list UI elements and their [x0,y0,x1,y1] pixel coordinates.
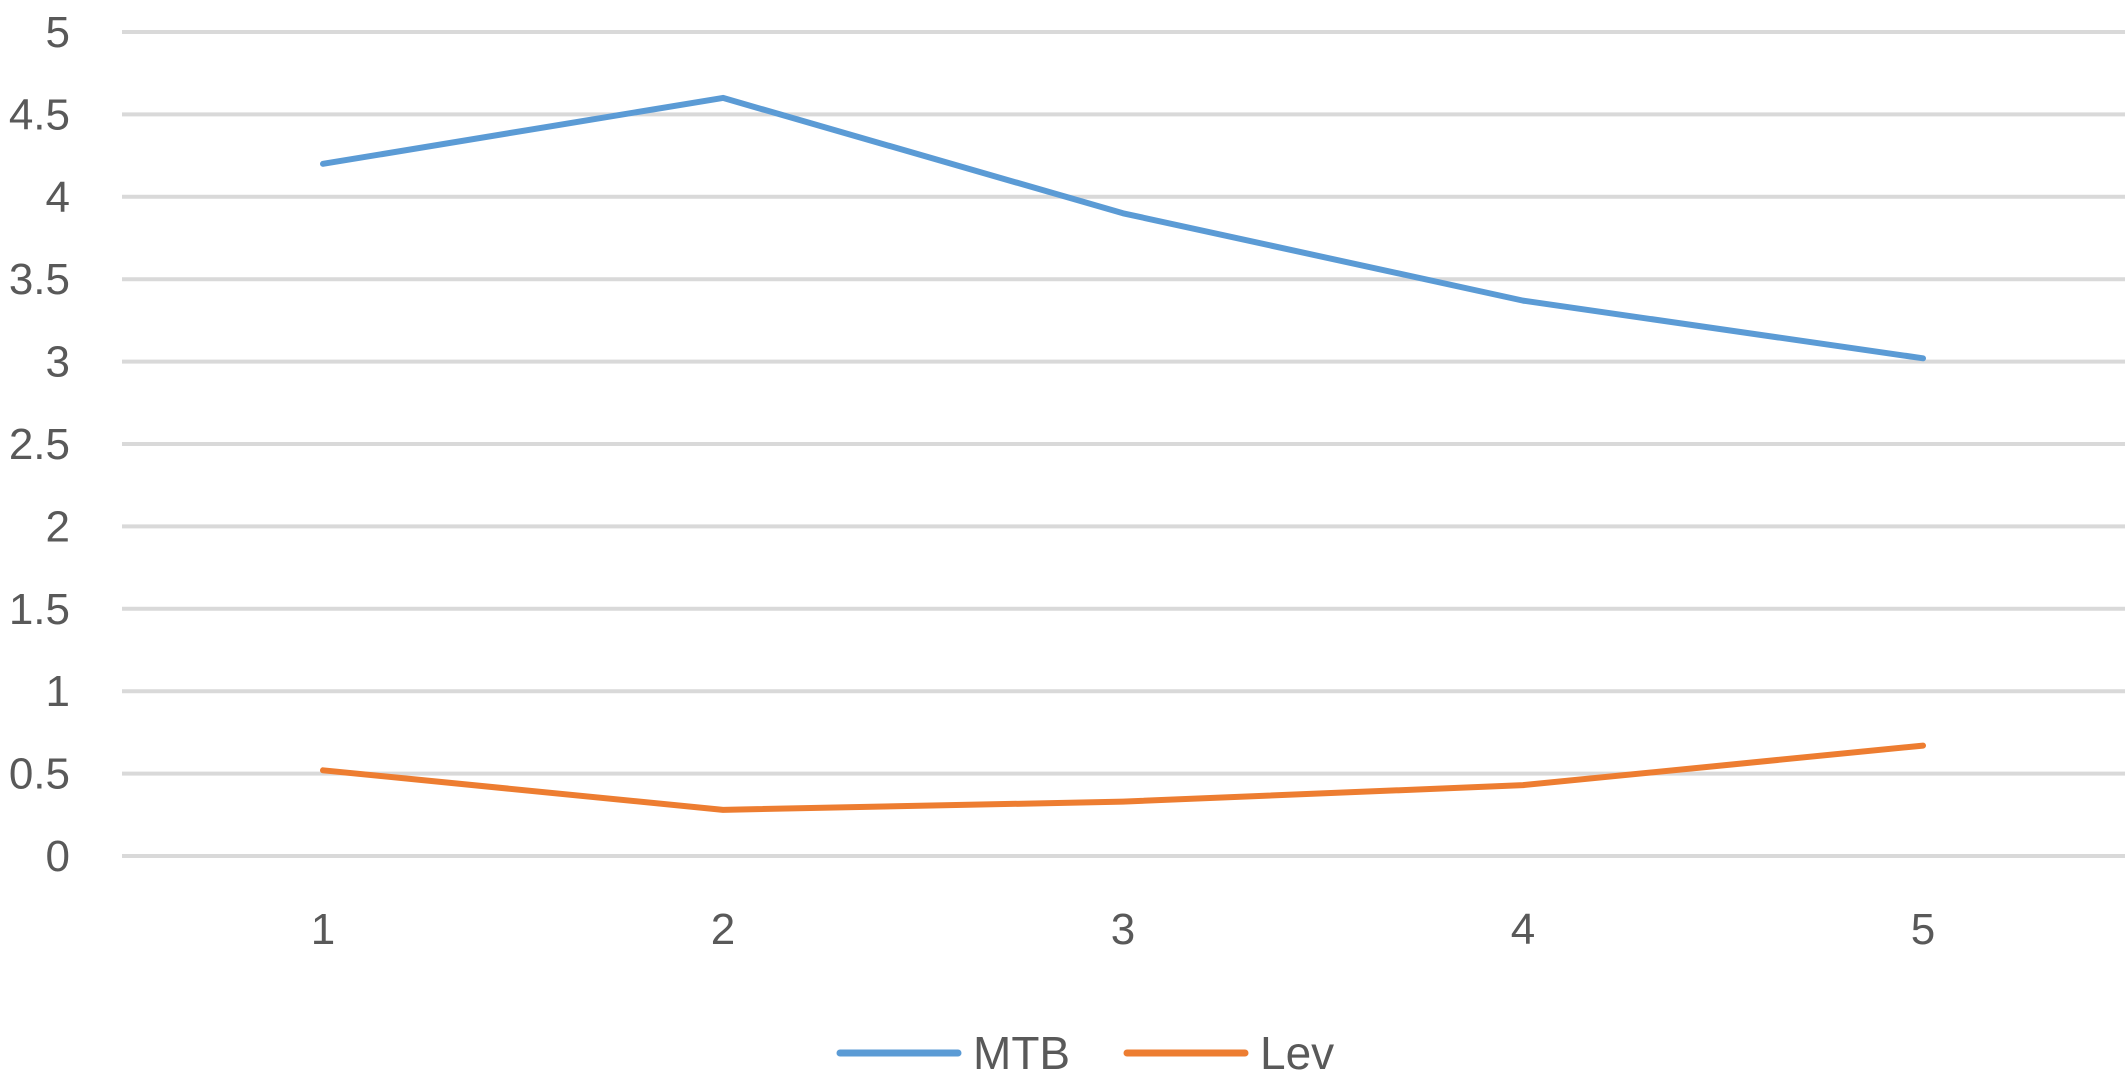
x-tick-label: 2 [711,905,735,954]
series-line-mtb [320,94,1926,362]
y-tick-label: 5 [46,8,70,57]
y-tick-label: 0 [46,832,70,881]
y-axis-tick-labels: 0 0.5 1 1.5 2 2.5 3 3.5 4 4.5 5 [9,8,70,881]
y-tick-label: 2 [46,502,70,551]
x-tick-label: 4 [1511,905,1535,954]
legend-item-lev: Lev [1123,1027,1334,1079]
y-tick-label: 3.5 [9,255,70,304]
y-tick-label: 2.5 [9,420,70,469]
legend: MTB Lev [836,1027,1334,1079]
legend-label: Lev [1260,1027,1334,1079]
series-lines [320,94,1926,813]
legend-item-mtb: MTB [836,1027,1070,1079]
y-tick-label: 1.5 [9,585,70,634]
y-tick-label: 3 [46,338,70,387]
legend-label: MTB [973,1027,1070,1079]
y-tick-label: 4 [46,173,70,222]
y-tick-label: 1 [46,667,70,716]
x-tick-label: 5 [1911,905,1935,954]
x-tick-label: 1 [311,905,335,954]
series-line-lev [320,742,1926,813]
x-tick-label: 3 [1111,905,1135,954]
x-axis-tick-labels: 1 2 3 4 5 [311,905,1935,954]
y-tick-label: 4.5 [9,90,70,139]
y-tick-label: 0.5 [9,750,70,799]
gridlines [122,30,2125,858]
